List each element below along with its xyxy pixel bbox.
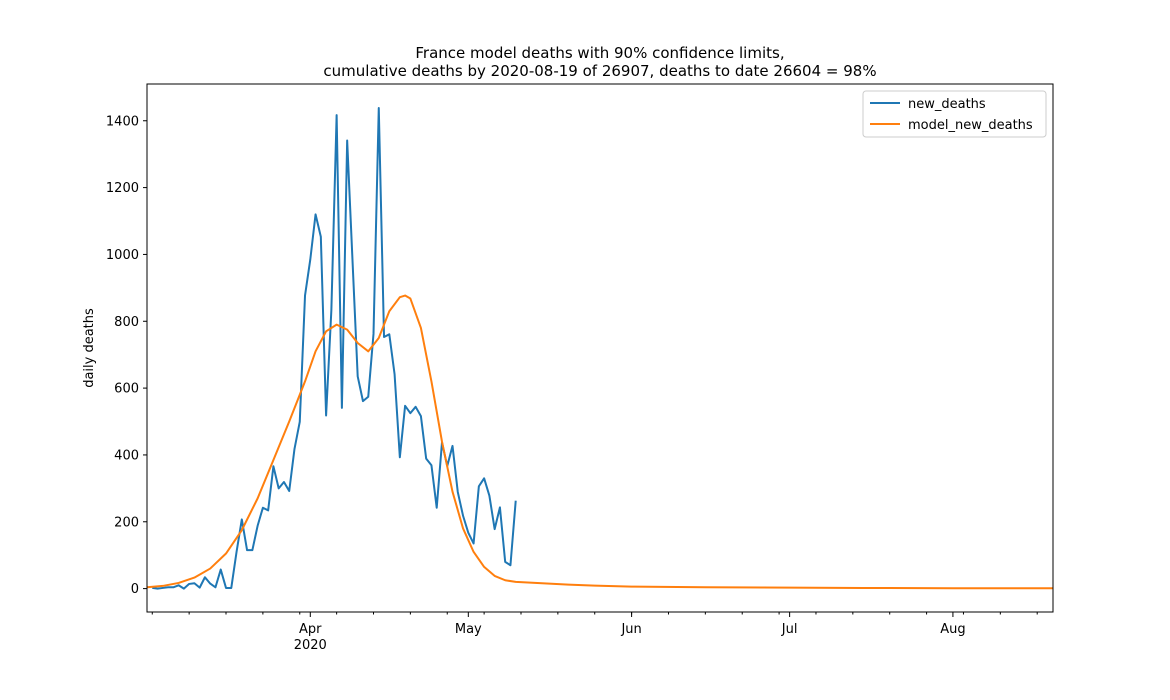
chart-title-line-1: France model deaths with 90% confidence … (415, 44, 784, 62)
y-tick-label: 1200 (106, 181, 139, 196)
x-tick-sublabel: 2020 (294, 638, 327, 653)
y-tick-label: 800 (114, 315, 139, 330)
y-tick-label: 400 (114, 448, 139, 463)
y-tick-label: 1400 (106, 114, 139, 129)
legend-label-model-new-deaths: model_new_deaths (908, 118, 1033, 133)
x-tick-label: May (455, 622, 482, 637)
legend: new_deaths model_new_deaths (862, 90, 1047, 138)
y-axis-label: daily deaths (82, 308, 97, 388)
legend-box (862, 90, 1047, 138)
y-tick-label: 200 (114, 515, 139, 530)
series-line-new-deaths (152, 107, 517, 590)
x-tick-label: Jun (620, 622, 641, 637)
y-tick-label: 600 (114, 382, 139, 397)
y-tick-label: 1000 (106, 248, 139, 263)
y-axis: 0 200 400 600 800 1000 1200 1400 (106, 114, 147, 597)
x-tick-label: Apr (299, 622, 322, 637)
legend-label-new-deaths: new_deaths (908, 97, 986, 112)
series-layer (147, 107, 1053, 590)
plot-area (146, 83, 1054, 613)
y-tick-label: 0 (131, 582, 139, 597)
x-tick-label: Aug (940, 622, 965, 637)
series-line-model-new-deaths (147, 294, 1053, 590)
x-tick-label: Jul (781, 622, 798, 637)
plot-frame (146, 83, 1054, 613)
chart-title-line-2: cumulative deaths by 2020-08-19 of 26907… (323, 62, 876, 80)
